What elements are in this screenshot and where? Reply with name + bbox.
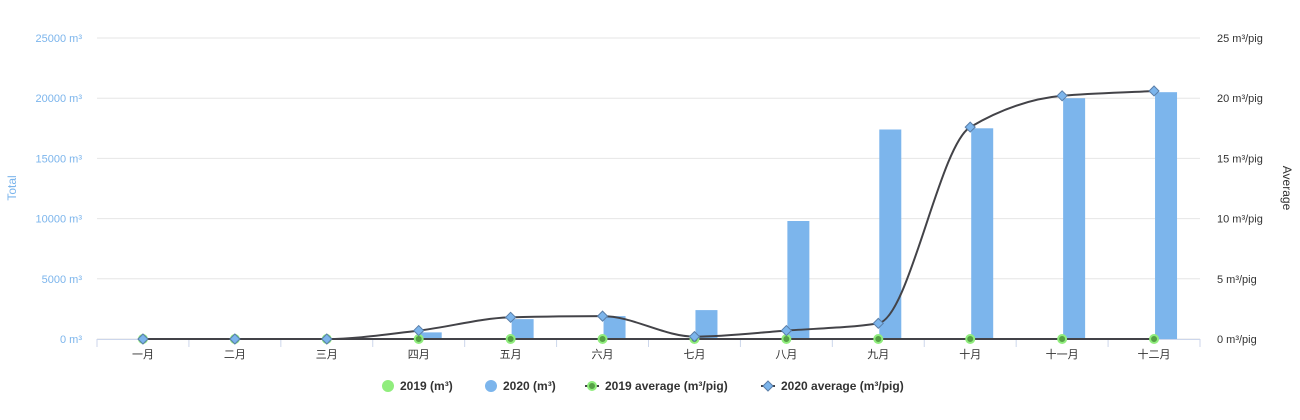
right-axis: 0 m³/pig 5 m³/pig 10 m³/pig 15 m³/pig 20 m³/… [1217,33,1263,346]
bar [971,128,994,339]
x-tick-label: 九月 [867,348,889,361]
left-tick-label: 25000 m³ [36,33,83,45]
bar [787,221,810,339]
left-tick-label: 5000 m³ [42,274,83,286]
right-tick-label: 5 m³/pig [1217,274,1257,286]
point-marker [688,330,701,343]
point-marker [780,324,793,337]
point-marker [596,310,609,322]
x-tick-label: 八月 [775,349,797,361]
legend-label: 2020 average (m³/pig) [781,379,904,393]
right-tick-label: 20 m³/pig [1217,93,1263,105]
x-tick-label: 十一月 [1046,347,1079,361]
bar [1063,98,1086,339]
x-tick-label: 六月 [592,348,614,361]
left-axis: 0 m³ 5000 m³ 10000 m³ 15000 m³ 20000 m³ 25000… [36,33,83,346]
left-tick-label: 0 m³ [60,334,82,346]
bar [1155,92,1178,340]
grid-lines [97,37,1200,340]
right-tick-label: 10 m³/pig [1217,214,1263,226]
left-tick-label: 10000 m³ [36,214,83,226]
legend-label: 2019 average (m³/pig) [605,379,728,393]
bar [879,129,902,339]
x-tick-label: 二月 [224,349,246,361]
point-marker [229,333,241,345]
x-tick-label: 四月 [408,349,430,361]
x-tick-label: 一月 [132,349,154,361]
bar [695,310,718,339]
legend-label: 2020 (m³) [503,379,556,393]
point-marker [137,333,149,345]
left-tick-label: 15000 m³ [36,153,83,165]
bar [419,332,442,339]
bar-series [419,92,1178,340]
legend-symbol [762,380,774,392]
point-marker [965,334,976,344]
legend-symbol [587,381,597,391]
point-marker [1057,334,1068,344]
point-marker [1056,90,1068,102]
point-marker [413,324,425,337]
left-tick-label: 20000 m³ [36,93,83,105]
x-tick-label: 十月 [959,347,981,361]
x-axis: 一月 二月 三月 四月 五月 六月 七月 八月 九月 十月 十一月 十二月 [96,339,1201,361]
legend-symbol [485,380,497,392]
right-tick-label: 0 m³/pig [1217,334,1257,346]
right-tick-label: 25 m³/pig [1217,33,1263,45]
point-marker [1149,334,1160,344]
legend-symbol [382,380,394,392]
left-axis-title: Total [5,175,19,200]
x-tick-label: 五月 [500,349,522,361]
right-axis-title: Average [1280,166,1294,211]
legend: 2019 (m³) 2020 (m³) 2019 average (m³/pig) 2… [382,379,904,393]
x-tick-label: 三月 [316,349,338,361]
right-tick-label: 15 m³/pig [1217,153,1263,165]
point-marker [505,334,516,344]
line-series [137,85,1160,345]
legend-label: 2019 (m³) [400,379,453,393]
series-line [142,89,1155,341]
x-tick-label: 十二月 [1138,347,1171,361]
bar [603,316,626,339]
point-marker [1148,85,1160,97]
x-tick-label: 七月 [683,348,705,361]
bar [511,319,534,339]
point-marker [964,121,976,133]
point-marker [872,317,884,330]
point-marker [873,334,884,344]
point-marker [597,334,608,344]
point-marker [504,311,517,324]
point-marker [321,333,333,345]
